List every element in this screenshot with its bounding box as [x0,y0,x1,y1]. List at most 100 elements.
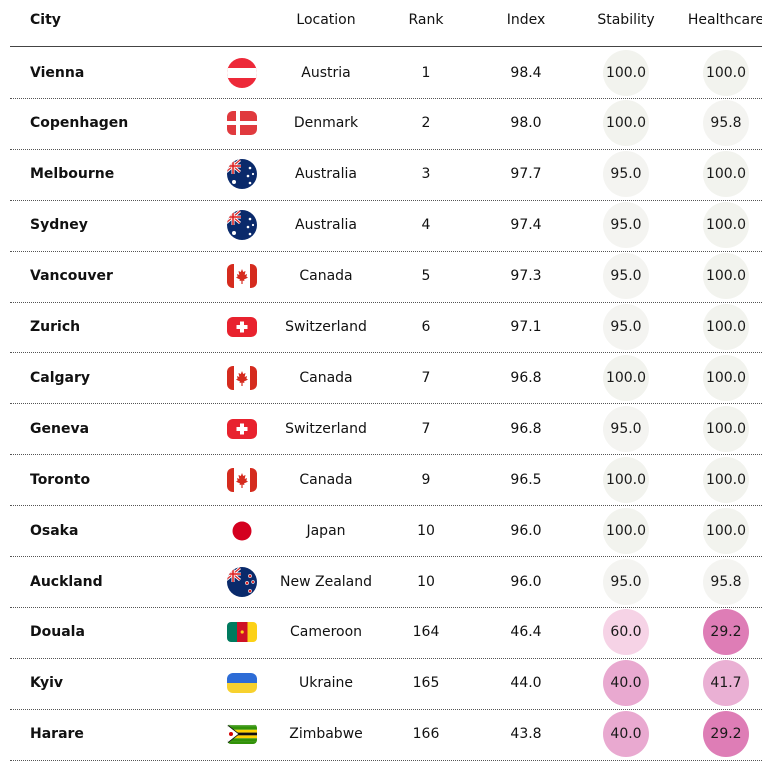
row-separator [10,657,762,659]
stability-score-circle: 95.0 [603,405,649,452]
switzerland-flag-icon [226,311,258,343]
location-value: Switzerland [285,420,367,437]
location-value: Australia [295,217,357,234]
canada-flag-icon [226,260,258,292]
rank-value: 1 [421,64,431,81]
index-value: 96.8 [510,420,542,437]
healthcare-score-circle: 29.2 [703,609,749,656]
table-row: Auckland New Zealand 10 96.0 95.0 95.8 [0,556,762,607]
canada-flag-icon [226,362,258,394]
table-row: Toronto Canada 9 96.5 100.0 100.0 [0,454,762,505]
table-header: City Location Rank Index Stability Healt… [0,0,762,46]
location-value: Denmark [293,115,359,132]
location-value: Ukraine [298,675,354,692]
japan-flag-icon [226,515,258,547]
index-value: 44.0 [510,675,542,692]
city-name: Vancouver [30,268,113,285]
index-value: 97.7 [510,166,542,183]
column-header-stability: Stability [597,12,655,28]
healthcare-score-circle: 100.0 [703,354,749,401]
city-name: Harare [30,726,84,743]
table-row: Melbourne Australia 3 97.7 95.0 100.0 [0,149,762,200]
table-row: Harare Zimbabwe 166 43.8 40.0 29.2 [0,709,762,760]
index-value: 97.1 [510,319,542,335]
table-row: Vancouver Canada 5 97.3 95.0 100.0 [0,251,762,302]
rank-value: 166 [412,726,440,743]
healthcare-score-circle: 100.0 [703,456,749,503]
rank-value: 6 [421,319,431,335]
ukraine-flag-icon [226,667,258,699]
stability-score-circle: 95.0 [603,558,649,605]
index-value: 98.0 [510,115,542,132]
index-value: 97.3 [510,268,542,285]
city-name: Douala [30,624,85,641]
row-separator [10,708,762,710]
stability-score-circle: 40.0 [603,711,649,758]
city-name: Toronto [30,471,91,488]
table-row: Zurich Switzerland 6 97.1 95.0 100.0 [0,302,762,353]
row-separator [10,148,762,150]
row-separator [10,505,762,507]
city-name: Melbourne [30,166,115,183]
column-header-index: Index [506,12,546,28]
row-separator [10,403,762,405]
row-separator [10,556,762,557]
stability-score-circle: 95.0 [603,202,649,249]
row-separator [10,454,762,456]
city-name: Vienna [30,64,85,81]
table-row: Sydney Australia 4 97.4 95.0 100.0 [0,200,762,251]
city-name: Auckland [30,573,103,590]
row-separator [10,352,762,354]
location-value: Australia [295,166,357,183]
stability-score-circle: 95.0 [603,304,649,350]
index-value: 46.4 [510,624,542,641]
location-value: Canada [299,471,353,488]
healthcare-score-circle: 29.2 [703,711,749,758]
rank-value: 7 [421,420,431,437]
location-value: Switzerland [285,319,367,335]
index-value: 96.0 [510,522,542,539]
healthcare-score-circle: 100.0 [703,202,749,249]
healthcare-score-circle: 100.0 [703,49,749,96]
row-separator [10,97,762,99]
index-value: 96.8 [510,369,542,386]
index-value: 97.4 [510,217,542,234]
location-value: New Zealand [280,573,372,590]
new-zealand-flag-icon [226,566,258,598]
rank-value: 3 [421,166,431,183]
location-value: Cameroon [289,624,363,641]
australia-flag-icon [226,158,258,190]
column-header-rank: Rank [408,12,444,28]
table-row: Kyiv Ukraine 165 44.0 40.0 41.7 [0,658,762,709]
city-name: Osaka [30,522,79,539]
australia-flag-icon [226,209,258,241]
switzerland-flag-icon [226,413,258,445]
column-header-city: City [30,12,61,28]
location-value: Austria [301,64,351,81]
rank-value: 7 [421,369,431,386]
denmark-flag-icon [226,107,258,139]
city-name: Kyiv [30,675,64,692]
row-separator [10,606,762,608]
stability-score-circle: 100.0 [603,354,649,401]
rank-value: 9 [421,471,431,488]
stability-score-circle: 95.0 [603,253,649,300]
header-rule [10,46,762,47]
rank-value: 2 [421,115,431,132]
rank-value: 5 [421,268,431,285]
cameroon-flag-icon [226,616,258,648]
rank-value: 4 [421,217,431,234]
rank-value: 10 [417,573,435,590]
row-separator [10,301,762,303]
row-separator [10,759,762,761]
stability-score-circle: 95.0 [603,151,649,198]
healthcare-score-circle: 41.7 [703,660,749,707]
city-name: Zurich [30,319,81,335]
austria-flag-icon [226,57,258,89]
row-separator [10,199,762,201]
stability-score-circle: 100.0 [603,49,649,96]
healthcare-score-circle: 100.0 [703,151,749,198]
stability-score-circle: 100.0 [603,100,649,147]
index-value: 43.8 [510,726,542,743]
